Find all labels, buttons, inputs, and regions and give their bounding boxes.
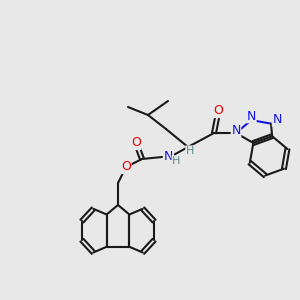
Text: H: H bbox=[186, 146, 194, 156]
Text: H: H bbox=[172, 156, 180, 166]
Text: N: N bbox=[164, 151, 173, 164]
Text: O: O bbox=[121, 160, 131, 173]
Text: N: N bbox=[231, 124, 241, 137]
Text: O: O bbox=[131, 136, 141, 149]
Text: O: O bbox=[213, 104, 223, 118]
Text: N: N bbox=[247, 110, 256, 123]
Text: N: N bbox=[272, 113, 282, 126]
